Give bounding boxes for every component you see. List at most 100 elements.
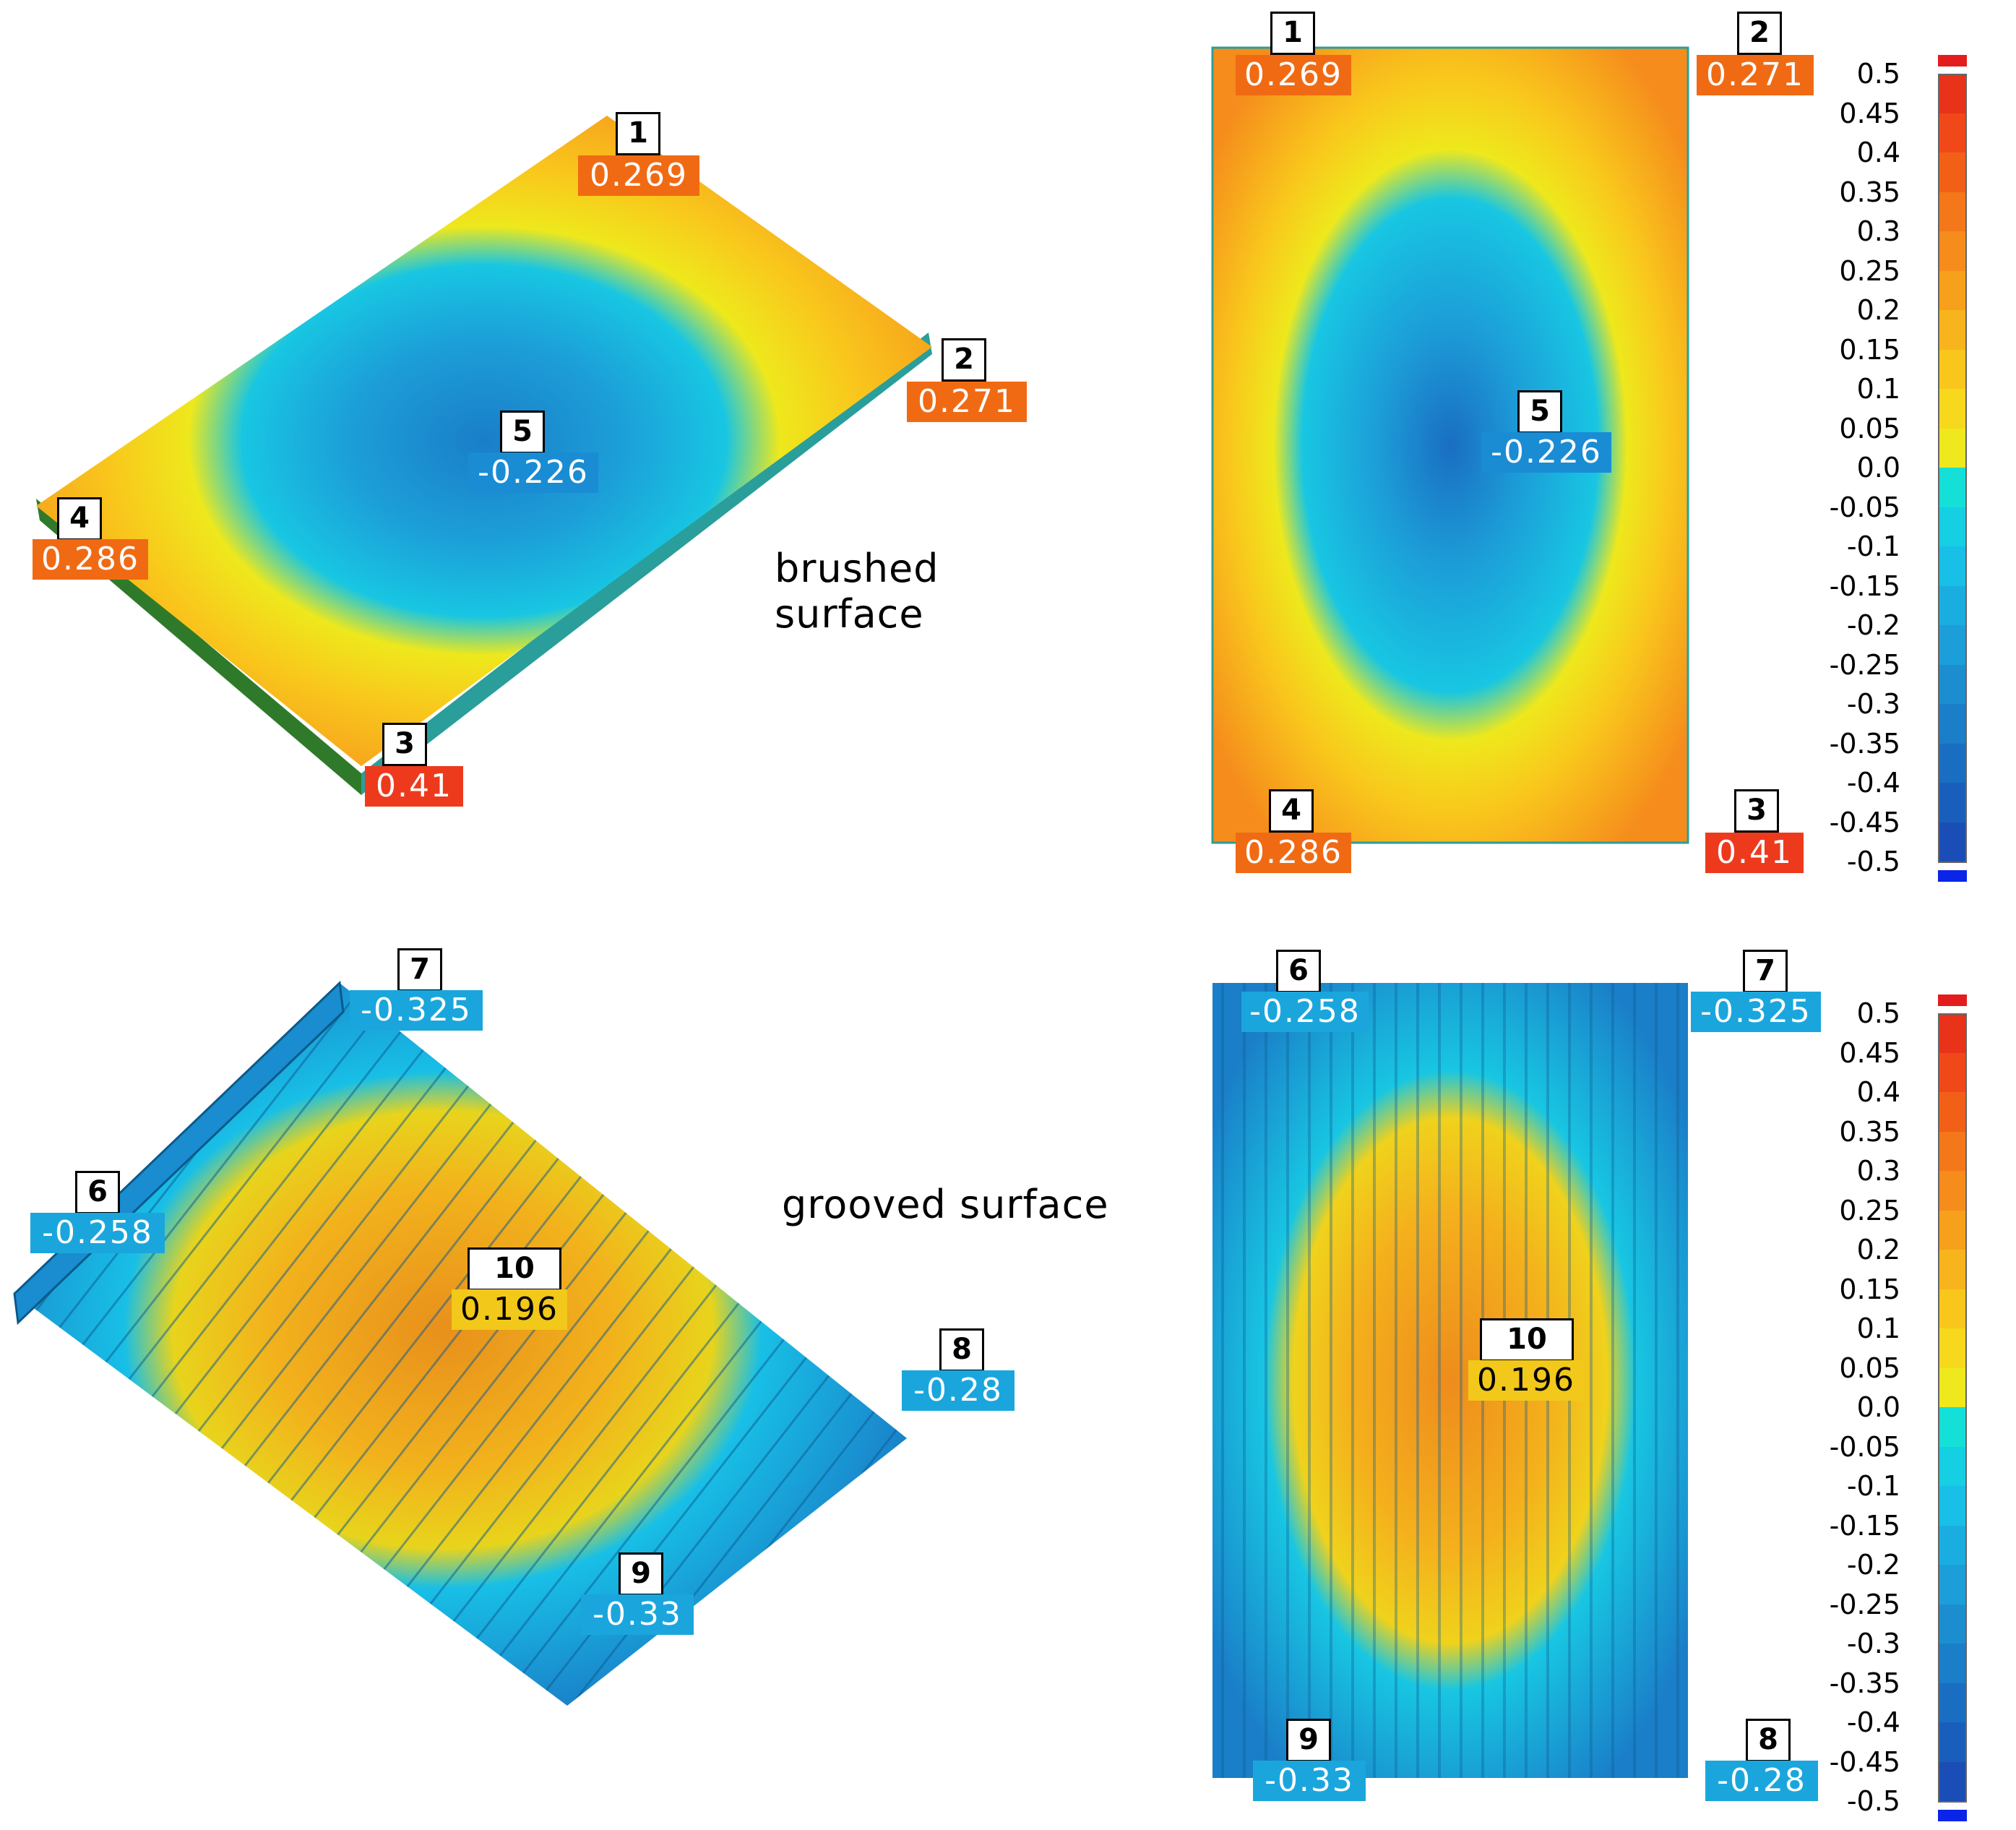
scale-segment: [1938, 1604, 1967, 1645]
scale-tick-label: -0.1: [1846, 530, 1900, 562]
brushed-iso-surface: [36, 116, 932, 766]
scale-segment: [1938, 1407, 1967, 1448]
scale-segment: [1938, 468, 1967, 509]
over-range-cap: [1938, 995, 1967, 1006]
brushed-iso-view: 1 0.269 2 0.271 3 0.41 4 0.286 5 -0.226 …: [0, 0, 1084, 831]
scale-tick-label: 0.3: [1856, 215, 1900, 247]
marker-number: 6: [1276, 950, 1321, 993]
scale-tick-label: 0.15: [1839, 333, 1900, 366]
scale-segment: [1938, 389, 1967, 430]
scale-segment: [1938, 507, 1967, 548]
scale-tick-label: 0.0: [1856, 452, 1900, 484]
scale-segment: [1938, 310, 1967, 351]
brushed-surface-label: brushed surface: [775, 546, 939, 637]
marker-value: -0.226: [468, 452, 598, 493]
scale-segment: [1938, 1289, 1967, 1330]
marker-number: 3: [1734, 789, 1779, 833]
marker-number: 9: [1286, 1719, 1331, 1762]
scale-segment: [1938, 1565, 1967, 1606]
scale-segment: [1938, 664, 1967, 705]
scale-segment: [1938, 1250, 1967, 1291]
scale-segment: [1938, 231, 1967, 272]
groove-lines: [14, 983, 907, 1706]
scale-segment: [1938, 1328, 1967, 1370]
scale-segment: [1938, 1683, 1967, 1724]
marker-number: 9: [619, 1552, 663, 1596]
marker-value: 0.269: [1236, 55, 1351, 95]
scale-tick-label: 0.05: [1839, 412, 1900, 444]
scale-tick-label: -0.45: [1829, 806, 1900, 838]
marker-number: 8: [939, 1328, 984, 1372]
scale-tick-label: -0.15: [1829, 1509, 1900, 1542]
scale-segment: [1938, 1092, 1967, 1133]
scale-segment: [1938, 743, 1967, 784]
grooved-top-view: 6 -0.258 7 -0.325 8 -0.28 9 -0.33 10 0.1…: [1199, 940, 2016, 1826]
scale-segment: [1938, 1486, 1967, 1527]
scale-segment: [1938, 270, 1967, 312]
scale-tick-label: 0.25: [1839, 254, 1900, 287]
scale-tick-label: 0.35: [1839, 176, 1900, 208]
under-range-cap: [1938, 1810, 1967, 1821]
scale-segment: [1938, 704, 1967, 745]
scale-tick-label: 0.4: [1856, 137, 1900, 168]
scale-tick-label: -0.2: [1846, 609, 1900, 641]
marker-number: 7: [397, 948, 442, 992]
scale-tick-label: -0.3: [1846, 1628, 1900, 1659]
scale-tick-label: -0.25: [1829, 648, 1900, 681]
marker-value: -0.325: [1691, 992, 1821, 1032]
marker-value: 0.269: [578, 155, 699, 196]
marker-value: 0.41: [365, 766, 463, 807]
scale-tick-label: -0.4: [1846, 767, 1900, 799]
scale-segment: [1938, 1761, 1967, 1803]
marker-number: 1: [616, 112, 660, 155]
scale-segment: [1938, 546, 1967, 588]
brushed-top-surface: [1211, 46, 1689, 844]
marker-value: 0.196: [452, 1289, 567, 1330]
scale-tick-label: 0.45: [1839, 1036, 1900, 1069]
under-range-cap: [1938, 870, 1967, 882]
grooved-surface-label: grooved surface: [782, 1182, 1109, 1227]
scale-segment: [1938, 1210, 1967, 1251]
marker-value: 0.196: [1468, 1360, 1584, 1401]
marker-number: 5: [1517, 390, 1562, 434]
scale-tick-label: -0.3: [1846, 688, 1900, 720]
scale-tick-label: 0.5: [1856, 58, 1900, 90]
marker-number: 3: [382, 723, 427, 766]
scale-tick-label: -0.35: [1829, 1667, 1900, 1699]
scale-segment: [1938, 1644, 1967, 1685]
scale-tick-label: -0.2: [1846, 1549, 1900, 1581]
scale-tick-label: 0.5: [1856, 997, 1900, 1029]
scale-segment: [1938, 1722, 1967, 1764]
scale-tick-label: 0.2: [1856, 294, 1900, 326]
scale-tick-label: 0.15: [1839, 1273, 1900, 1305]
marker-value: -0.28: [1705, 1761, 1818, 1801]
marker-value: -0.258: [1241, 992, 1369, 1032]
over-range-cap: [1938, 55, 1967, 66]
marker-number: 4: [1269, 789, 1314, 833]
scale-tick-label: -0.05: [1829, 1430, 1900, 1463]
scale-tick-label: -0.5: [1846, 1785, 1900, 1817]
scale-tick-label: 0.1: [1856, 373, 1900, 405]
scale-tick-label: -0.5: [1846, 846, 1900, 877]
marker-number: 7: [1743, 950, 1788, 993]
color-scale-bottom: 0.5 0.45 0.4 0.35 0.3 0.25 0.2 0.15 0.1 0.05 0.0 -0…: [1830, 992, 1987, 1830]
scale-segment: [1938, 585, 1967, 627]
marker-value: -0.258: [30, 1213, 165, 1253]
marker-number: 10: [468, 1247, 561, 1291]
scale-tick-label: 0.4: [1856, 1076, 1900, 1108]
scale-segment: [1938, 1052, 1967, 1094]
grooved-iso-view: 6 -0.258 7 -0.325 8 -0.28 9 -0.33 10 0.1…: [0, 932, 1127, 1764]
scale-tick-label: 0.45: [1839, 97, 1900, 129]
scale-tick-label: 0.25: [1839, 1194, 1900, 1227]
marker-number: 6: [75, 1171, 120, 1214]
scale-segment: [1938, 1013, 1967, 1056]
scale-segment: [1938, 152, 1967, 194]
scale-segment: [1938, 1131, 1967, 1172]
scale-tick-label: -0.05: [1829, 491, 1900, 523]
scale-segment: [1938, 625, 1967, 666]
marker-number: 10: [1480, 1318, 1574, 1362]
marker-value: 0.271: [907, 382, 1027, 422]
scale-segment: [1938, 74, 1967, 116]
scale-segment: [1938, 349, 1967, 390]
marker-value: -0.325: [350, 990, 483, 1031]
